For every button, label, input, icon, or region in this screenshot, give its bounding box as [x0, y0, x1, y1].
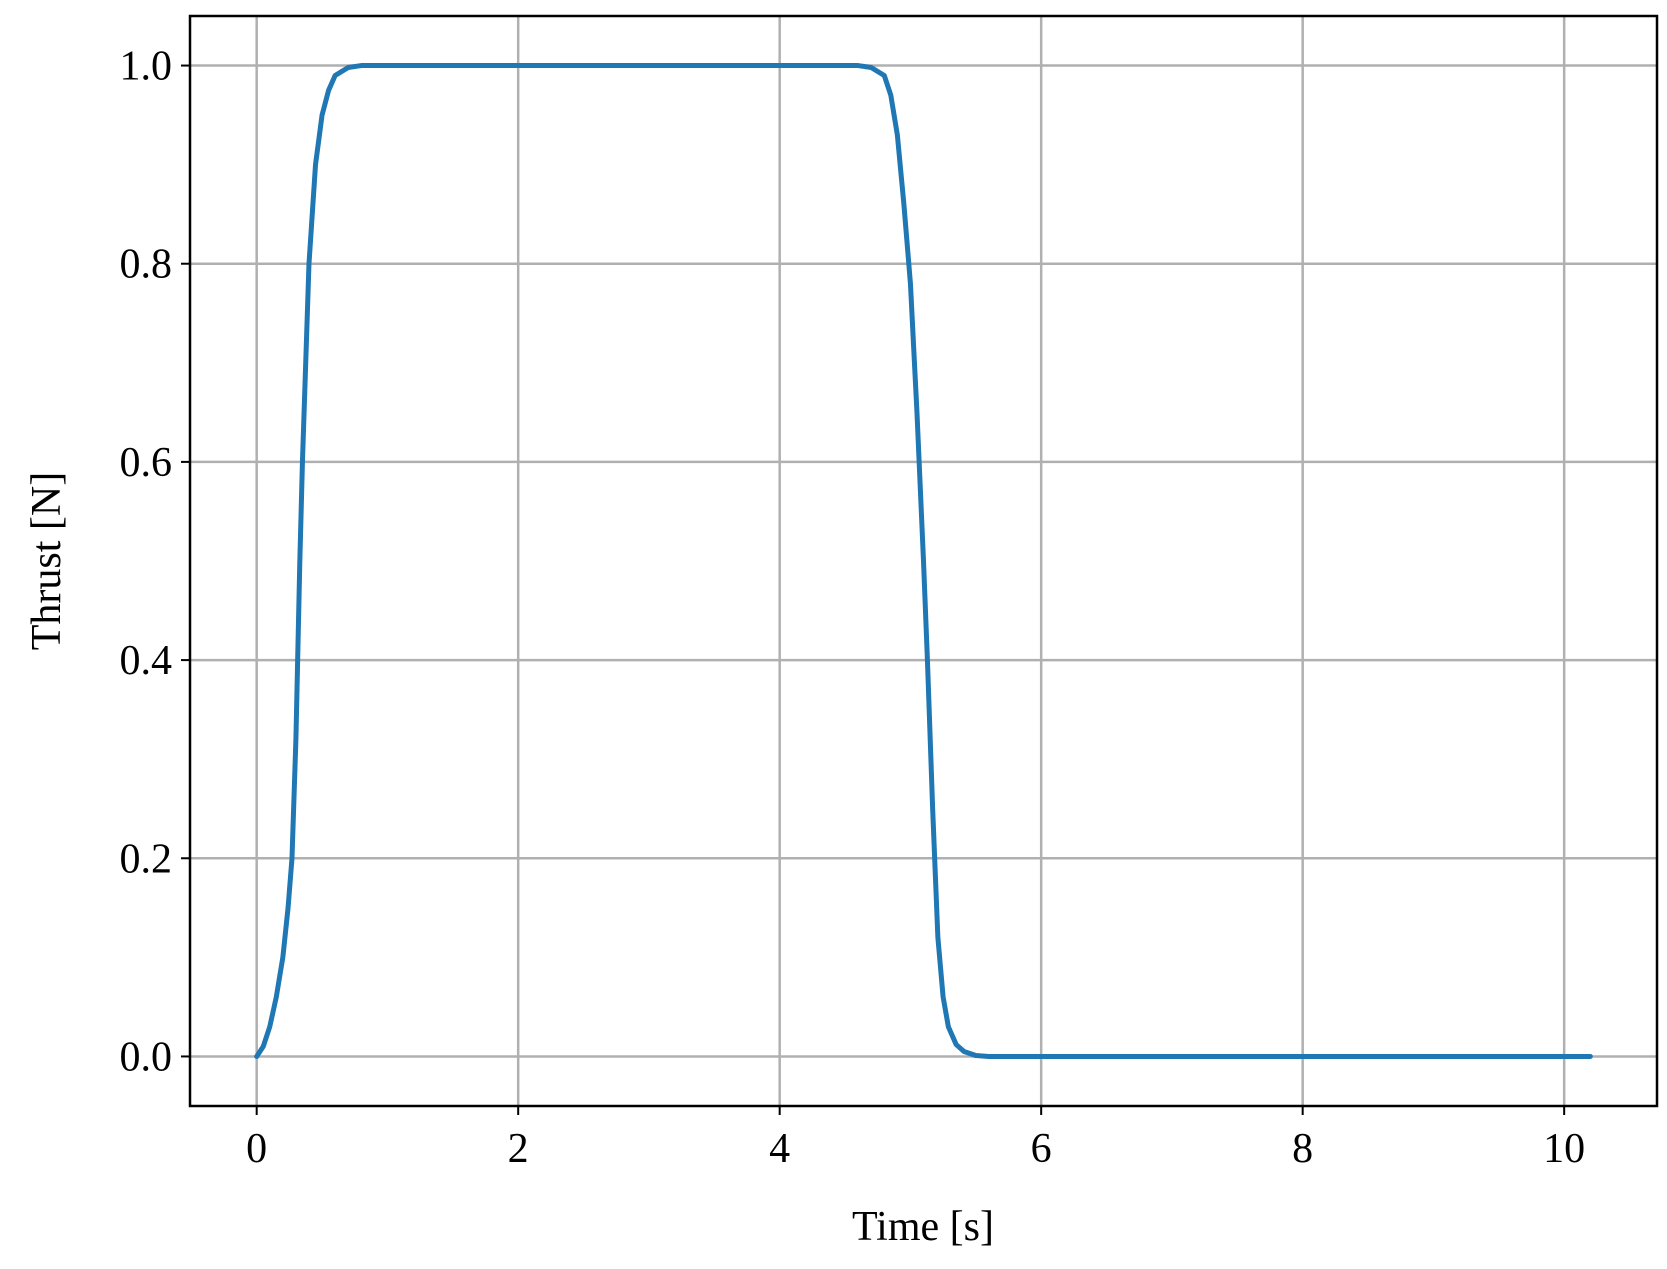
y-axis-label: Thrust [N]	[24, 472, 70, 650]
y-tick-label: 0.2	[120, 836, 173, 882]
x-tick-label: 2	[508, 1126, 529, 1172]
y-tick-label: 1.0	[120, 44, 173, 90]
y-tick-label: 0.8	[120, 242, 173, 288]
x-tick-label: 0	[246, 1126, 267, 1172]
y-tick-label: 0.0	[120, 1034, 173, 1080]
y-tick-label: 0.4	[120, 638, 173, 684]
x-tick-label: 8	[1292, 1126, 1313, 1172]
x-axis-label: Time [s]	[852, 1204, 994, 1250]
data-line	[254, 63, 1593, 1059]
plot-frame	[188, 14, 1659, 1108]
y-tick-label: 0.6	[120, 440, 173, 486]
x-tick-label: 4	[769, 1126, 790, 1172]
x-tick-label: 6	[1031, 1126, 1052, 1172]
x-tick-label: 10	[1543, 1126, 1585, 1172]
